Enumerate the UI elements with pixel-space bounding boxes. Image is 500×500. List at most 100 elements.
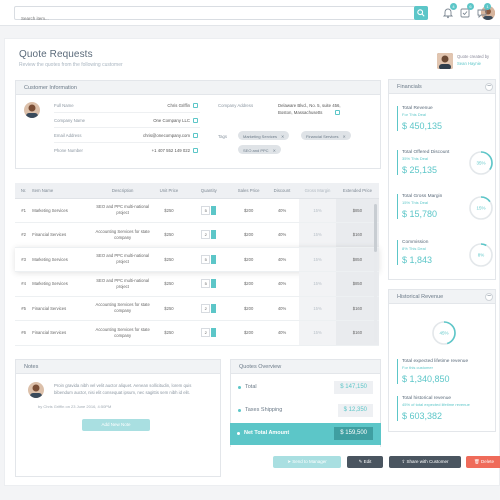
quotes-overview-panel: Quotes Overview Total $ 147,150 Taxes Shi… <box>230 359 381 447</box>
ring-fill <box>469 243 493 267</box>
customer-avatar <box>24 102 40 118</box>
col-header[interactable]: Gross Margin <box>299 183 336 199</box>
collapse-icon[interactable]: − <box>485 83 493 91</box>
quantity-stepper[interactable] <box>211 230 217 240</box>
cell-quantity: 5 <box>185 198 233 223</box>
col-header[interactable]: Quantity <box>185 183 233 199</box>
cell-quantity: 2 <box>185 320 233 346</box>
progress-ring: 45% <box>432 321 456 345</box>
send-to-manager-button[interactable]: ➤ Send to Manager <box>273 456 341 468</box>
note-author-avatar <box>28 382 44 398</box>
cell-item-name: Financial Services <box>32 296 93 321</box>
bell-icon[interactable]: 4 <box>442 3 457 19</box>
tag-chip[interactable]: Marketing Services ✕ <box>238 131 290 140</box>
col-header[interactable]: Discount <box>264 183 300 199</box>
close-icon[interactable]: ✕ <box>281 133 285 139</box>
quantity-input[interactable]: 2 <box>201 230 211 240</box>
add-note-button[interactable]: Add New Note <box>82 419 150 431</box>
close-icon[interactable]: ✕ <box>342 133 346 139</box>
col-header[interactable]: Extended Price <box>335 183 379 199</box>
quantity-stepper[interactable] <box>211 205 217 215</box>
fin-item: Total Gross Margin 15% This Deal $ 15,78… <box>397 194 442 219</box>
quantity-stepper[interactable] <box>211 279 217 289</box>
search-button[interactable] <box>414 6 428 20</box>
quote-creator: Quote created by Sean Haynie <box>437 51 500 71</box>
quantity-input[interactable]: 2 <box>201 303 211 313</box>
edit-icon[interactable] <box>193 133 198 138</box>
quantity-stepper[interactable] <box>211 303 217 313</box>
email-label: Email Address <box>54 133 82 138</box>
col-header[interactable]: Unit Price <box>152 183 186 199</box>
col-header[interactable]: Sales Price <box>232 183 265 199</box>
panel-title: Customer Information <box>16 81 380 95</box>
cell-nr: #2 <box>15 222 33 248</box>
quantity-stepper[interactable] <box>211 328 217 338</box>
cell-description: SEO and PPC multi-national project <box>92 271 153 297</box>
notes-panel: Notes Proin gravida nibh vel velit aucto… <box>15 359 221 477</box>
full-name-label: Full Name <box>54 103 74 108</box>
phone-label: Phone Number <box>54 148 83 153</box>
share-with-customer-button[interactable]: ⇪ Share with Customer <box>389 456 461 468</box>
quote-items-table: Nr. Item Name Description Unit Price Qua… <box>15 183 379 346</box>
quantity-input[interactable]: 5 <box>201 279 211 289</box>
cell-nr: #3 <box>15 247 33 272</box>
send-icon: ➤ <box>287 459 293 464</box>
cell-gross-margin: 15% <box>299 198 336 223</box>
table-row[interactable]: #2 Financial Services Accounting Services … <box>15 222 379 248</box>
col-header[interactable]: Description <box>92 183 153 199</box>
cell-unit-price: $250 <box>152 271 186 297</box>
notification-badge: 4 <box>450 3 457 10</box>
edit-icon[interactable] <box>193 148 198 153</box>
close-icon[interactable]: ✕ <box>272 147 276 153</box>
creator-label: Quote created by <box>457 54 490 59</box>
cell-item-name: Marketing Services <box>32 198 93 223</box>
address-line-1: Delaware Blvd., No. 5, suite 456, <box>278 103 341 108</box>
cell-gross-margin: 15% <box>299 271 336 297</box>
delete-button[interactable]: 🗑 Delete <box>466 456 500 468</box>
progress-ring: 15% <box>469 196 493 220</box>
cell-extended-price: $160 <box>335 320 379 346</box>
edit-button[interactable]: ✎ Edit <box>347 456 383 468</box>
cell-quantity: 2 <box>185 222 233 248</box>
cell-discount: 40% <box>264 296 300 321</box>
cell-unit-price: $250 <box>152 296 186 321</box>
creator-name-link[interactable]: Sean Haynie <box>457 61 481 66</box>
user-avatar[interactable] <box>481 6 495 20</box>
note-text: Proin gravida nibh vel velit auctor aliq… <box>54 383 192 395</box>
ring-label: 8% <box>478 253 485 258</box>
collapse-icon[interactable]: − <box>485 293 493 301</box>
search-input[interactable] <box>15 12 405 25</box>
cell-extended-price: $160 <box>335 296 379 321</box>
quantity-input[interactable]: 5 <box>201 205 211 215</box>
edit-icon[interactable] <box>193 118 198 123</box>
table-row[interactable]: #1 Marketing Services SEO and PPC multi-na… <box>15 198 379 223</box>
edit-icon[interactable] <box>193 103 198 108</box>
full-name-value: Chris Griffin <box>167 103 190 108</box>
panel-title: Notes <box>16 360 220 374</box>
tasks-icon[interactable]: 6 <box>459 3 474 18</box>
search-box[interactable] <box>14 6 428 25</box>
tag-chip[interactable]: SEO and PPC ✕ <box>238 145 281 154</box>
cell-gross-margin: 15% <box>299 222 336 248</box>
cell-quantity: 2 <box>185 296 233 321</box>
cell-quantity: 5 <box>185 247 233 272</box>
cell-discount: 40% <box>264 271 300 297</box>
table-scrollbar[interactable] <box>374 204 377 342</box>
ring-label: 45% <box>439 331 448 336</box>
col-header[interactable]: Item Name <box>32 183 93 199</box>
pencil-icon: ✎ <box>358 459 364 464</box>
chat-icon[interactable]: 1 <box>476 3 491 19</box>
edit-icon[interactable] <box>335 110 340 115</box>
quantity-stepper[interactable] <box>211 254 217 264</box>
table-row[interactable]: #5 Financial Services Accounting Services … <box>15 296 379 321</box>
table-row[interactable]: #4 Marketing Services SEO and PPC multi-na… <box>15 271 379 297</box>
table-row[interactable]: #6 Financial Services Accounting Services … <box>15 320 379 346</box>
cell-discount: 40% <box>264 320 300 346</box>
quantity-input[interactable]: 2 <box>201 328 211 338</box>
table-row[interactable]: #3 Marketing Services SEO and PPC multi-na… <box>15 247 379 272</box>
tag-chip[interactable]: Financial Services ✕ <box>301 131 351 140</box>
col-header[interactable]: Nr. <box>15 183 33 199</box>
quantity-input[interactable]: 5 <box>201 254 211 264</box>
cell-item-name: Financial Services <box>32 320 93 346</box>
cell-unit-price: $250 <box>152 222 186 248</box>
